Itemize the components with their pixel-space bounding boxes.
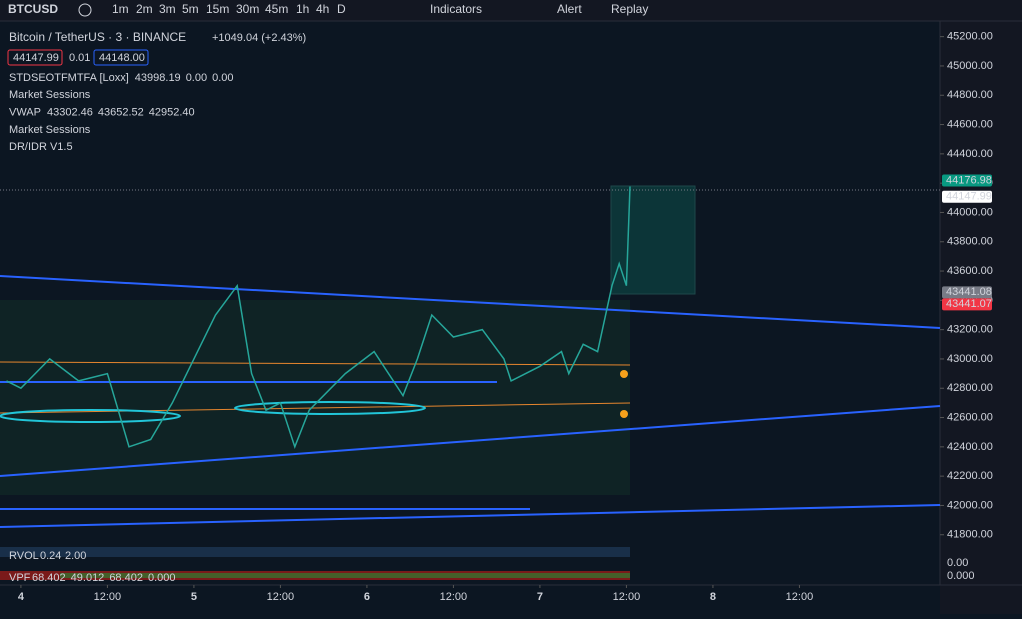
replay-button[interactable]: Replay xyxy=(611,2,648,16)
ask-box xyxy=(93,49,149,66)
spread: 0.01 xyxy=(69,52,90,64)
indicator-name: DR/IDR V1.5 xyxy=(9,141,73,153)
x-tick-label: 12:00 xyxy=(613,591,641,603)
vwap-line xyxy=(0,402,631,414)
x-tick-label: 12:00 xyxy=(267,591,295,603)
vpf-value: 68.402 xyxy=(32,572,66,584)
price-label-bg xyxy=(942,298,992,311)
indicator-value: 43302.46 xyxy=(47,107,93,119)
indicator-value: 43652.52 xyxy=(98,107,144,119)
timeframe-button[interactable]: 4h xyxy=(316,2,329,16)
indicator-value: 0.00 xyxy=(212,72,233,84)
timeframe-button[interactable]: 30m xyxy=(236,2,259,16)
indicator-name: Market Sessions xyxy=(9,89,91,101)
price-label-bg xyxy=(942,190,992,203)
vpf-bars xyxy=(60,573,630,578)
timeframe-button[interactable]: 3m xyxy=(159,2,176,16)
price-label-bg xyxy=(942,174,992,187)
y-tick-label: 45200.00 xyxy=(947,31,993,43)
price-label: 44176.98 xyxy=(946,174,992,186)
vwap-line xyxy=(0,361,631,366)
indicator-value: 42952.40 xyxy=(149,107,195,119)
rvol-value: 0.24 xyxy=(40,550,61,562)
y-tick-label: 42800.00 xyxy=(947,382,993,394)
vpf-value: 68.402 xyxy=(109,572,143,584)
y-tick-label: 42200.00 xyxy=(947,470,993,482)
indicator-name: STDSEOTFMTFA [Loxx] xyxy=(9,72,129,84)
indicators-button[interactable]: Indicators xyxy=(430,2,482,16)
vpf-axis-label: 0.000 xyxy=(947,570,975,582)
indicator-value: 0.00 xyxy=(186,72,207,84)
position-box xyxy=(610,185,696,295)
timeframe-button[interactable]: 1h xyxy=(296,2,309,16)
y-tick-label: 43200.00 xyxy=(947,324,993,336)
rvol-bars xyxy=(0,547,630,557)
price-label: 43441.07 xyxy=(946,298,992,310)
indicator-name: VWAP xyxy=(9,107,41,119)
timeframe-button[interactable]: D xyxy=(337,2,346,16)
rvol-name: RVOL xyxy=(9,550,39,562)
trendline xyxy=(0,504,941,528)
alert-button[interactable]: Alert xyxy=(557,2,582,16)
timeframe-button[interactable]: 45m xyxy=(265,2,288,16)
y-tick-label: 42600.00 xyxy=(947,411,993,423)
trendline xyxy=(0,275,941,329)
y-tick-label: 45000.00 xyxy=(947,60,993,72)
marker xyxy=(620,410,628,418)
price-line xyxy=(6,186,631,450)
rvol-value: 2.00 xyxy=(65,550,86,562)
vpf-value: 0.000 xyxy=(148,572,176,584)
ellipse xyxy=(234,401,426,415)
x-tick-label: 4 xyxy=(18,591,25,603)
bid-box xyxy=(7,49,63,66)
y-tick-label: 44400.00 xyxy=(947,148,993,160)
y-tick-label: 44600.00 xyxy=(947,118,993,130)
x-tick-label: 5 xyxy=(191,591,197,603)
x-tick-label: 12:00 xyxy=(786,591,814,603)
y-tick-label: 41800.00 xyxy=(947,529,993,541)
bid: 44147.99 xyxy=(13,52,59,64)
indicator-value: 43998.19 xyxy=(135,72,181,84)
indicator-name: Market Sessions xyxy=(9,124,91,136)
price-label: 43441.08 xyxy=(946,286,992,298)
y-tick-label: 42000.00 xyxy=(947,499,993,511)
y-tick-label: 42400.00 xyxy=(947,441,993,453)
vpf-value: 49.012 xyxy=(71,572,105,584)
add-symbol[interactable] xyxy=(78,3,92,17)
symbol[interactable]: BTCUSD xyxy=(8,2,58,16)
x-tick-label: 7 xyxy=(537,591,543,603)
legend-title: Bitcoin / TetherUS · 3 · BINANCE xyxy=(9,30,186,44)
price-label: 44147.99 xyxy=(946,191,992,203)
rvol-axis-label: 0.00 xyxy=(947,557,968,569)
y-tick-label: 44800.00 xyxy=(947,89,993,101)
y-tick-label: 43600.00 xyxy=(947,265,993,277)
x-tick-label: 8 xyxy=(710,591,716,603)
x-tick-label: 12:00 xyxy=(440,591,468,603)
timeframe-button[interactable]: 5m xyxy=(182,2,199,16)
y-tick-label: 44000.00 xyxy=(947,206,993,218)
ask: 44148.00 xyxy=(99,52,145,64)
timeframe-button[interactable]: 1m xyxy=(112,2,129,16)
x-tick-label: 6 xyxy=(364,591,370,603)
ellipse xyxy=(0,409,181,423)
trendline xyxy=(0,405,941,477)
price-label-bg xyxy=(942,286,992,299)
marker xyxy=(620,370,628,378)
timeframe-button[interactable]: 15m xyxy=(206,2,229,16)
x-tick-label: 12:00 xyxy=(94,591,122,603)
y-tick-label: 43000.00 xyxy=(947,353,993,365)
vpf-name: VPF xyxy=(9,572,31,584)
price-axis xyxy=(940,21,1022,614)
timeframe-button[interactable]: 2m xyxy=(136,2,153,16)
toolbar xyxy=(0,0,1022,21)
zone xyxy=(0,300,630,495)
legend-change: +1049.04 (+2.43%) xyxy=(212,32,306,44)
y-tick-label: 43800.00 xyxy=(947,236,993,248)
